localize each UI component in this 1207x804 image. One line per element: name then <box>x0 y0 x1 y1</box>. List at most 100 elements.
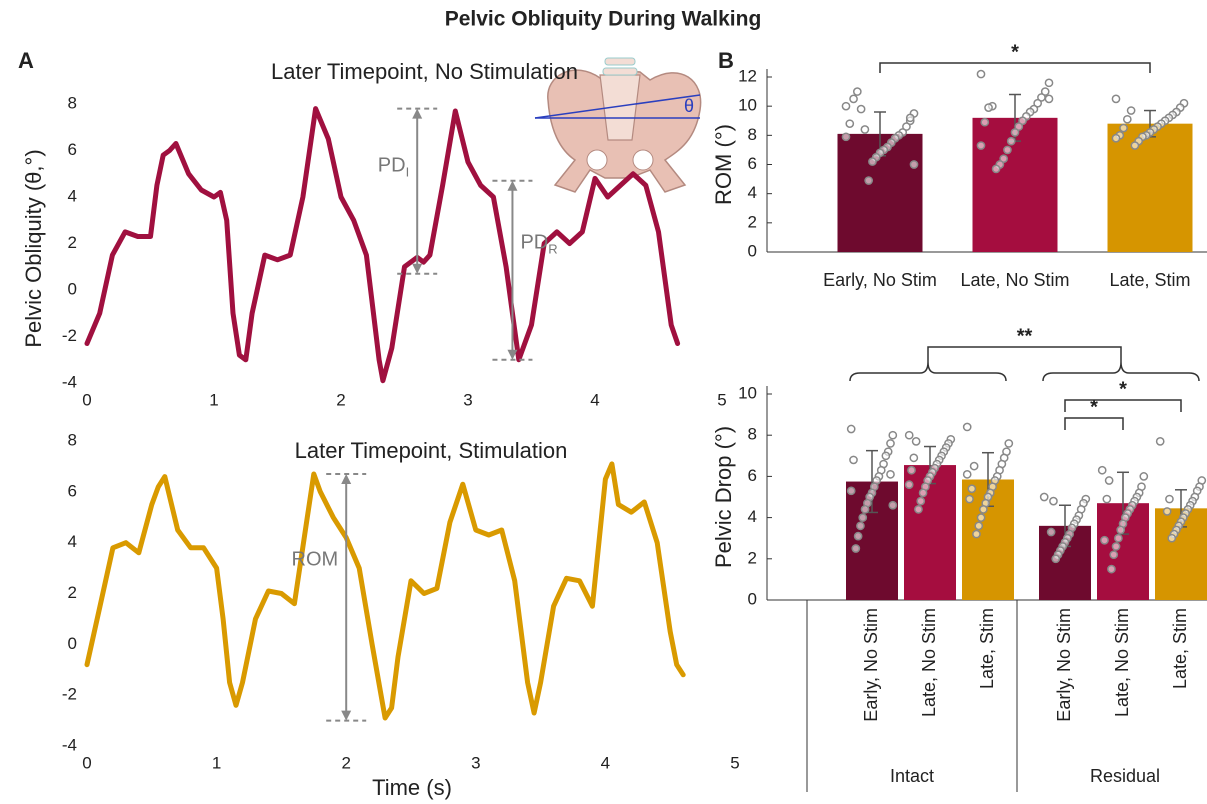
data-point <box>1044 94 1054 104</box>
data-point <box>1107 564 1116 574</box>
vertebra <box>604 57 636 66</box>
y-tick-label: 8 <box>68 93 77 112</box>
data-point <box>841 101 851 111</box>
y-tick-label: 4 <box>68 532 77 551</box>
x-tick-label: 0 <box>82 390 91 409</box>
significance-label: * <box>1090 396 1098 418</box>
y-tick-label: 2 <box>748 548 757 567</box>
data-point <box>965 494 974 504</box>
data-point <box>1139 472 1149 481</box>
data-point <box>962 469 972 479</box>
data-point <box>984 103 993 112</box>
arrow-head <box>507 180 518 191</box>
data-point <box>976 141 986 150</box>
y-tick-label: 4 <box>748 507 757 526</box>
arrow-head <box>341 474 352 485</box>
figure-title: Pelvic Obliquity During Walking <box>445 8 762 31</box>
y-tick-label: 10 <box>738 383 757 402</box>
y-tick-label: 2 <box>68 233 77 252</box>
data-point <box>967 484 977 494</box>
y-tick-label: 10 <box>738 96 757 115</box>
data-point <box>909 453 919 463</box>
arrow-head <box>412 263 423 274</box>
data-point <box>1097 465 1107 475</box>
y-tick-label: 0 <box>748 589 757 608</box>
arrow-head <box>507 349 518 360</box>
group-label: Residual <box>1090 766 1160 786</box>
data-point <box>856 104 866 114</box>
data-point <box>888 430 898 440</box>
data-point <box>1165 494 1174 504</box>
data-point <box>1004 439 1014 448</box>
tilt-line <box>534 94 701 119</box>
data-point <box>1039 492 1049 502</box>
significance-bracket <box>879 62 1151 73</box>
data-point <box>972 529 981 539</box>
annotation-subscript: I <box>406 165 410 180</box>
y-tick-label: 8 <box>748 425 757 444</box>
chart-title: Later Timepoint, Stimulation <box>295 438 568 463</box>
data-point <box>1033 98 1043 108</box>
y-tick-label: 6 <box>748 466 757 485</box>
data-point <box>1010 128 1020 137</box>
y-tick-label: 4 <box>68 186 77 205</box>
data-point <box>860 505 870 514</box>
annotation-subscript: R <box>548 242 557 257</box>
y-axis-label: ROM (°) <box>711 124 736 205</box>
data-point <box>969 461 979 471</box>
significance-label: * <box>1119 378 1127 400</box>
x-tick-label: 3 <box>471 753 480 772</box>
data-point <box>980 117 990 127</box>
panel-label: A <box>18 48 34 73</box>
data-point <box>914 505 923 514</box>
data-point <box>909 160 919 169</box>
data-point <box>1018 116 1027 126</box>
y-tick-label: -4 <box>62 735 77 754</box>
data-point <box>1114 533 1123 543</box>
x-axis-label: Time (s) <box>372 775 452 800</box>
vertebra <box>602 67 638 76</box>
annotation-label: PDR <box>520 232 557 257</box>
arrow-head <box>341 710 352 721</box>
angle-label: θ <box>684 96 694 116</box>
chart-title: Later Timepoint, No Stimulation <box>271 59 578 84</box>
x-tick-label: 4 <box>590 390 599 409</box>
data-point <box>1111 94 1121 104</box>
x-tick-label: Late, No Stim <box>1112 608 1132 717</box>
y-tick-label: 0 <box>748 241 757 260</box>
x-tick-label: 1 <box>212 753 221 772</box>
y-axis-label: Pelvic Obliquity (θ,°) <box>21 149 46 347</box>
data-point <box>1046 527 1056 537</box>
group-label: Intact <box>890 766 934 786</box>
pelvis-icon: θ <box>534 57 702 193</box>
data-point <box>979 505 988 514</box>
data-point <box>916 496 926 506</box>
x-tick-label: Late, No Stim <box>919 608 939 717</box>
data-point <box>851 544 861 553</box>
data-point <box>1040 87 1050 96</box>
data-point <box>976 69 986 79</box>
data-point <box>860 125 870 134</box>
x-tick-label: 4 <box>601 753 610 772</box>
data-point <box>999 154 1009 164</box>
y-tick-label: 4 <box>748 183 757 202</box>
annotation-label: PDI <box>378 155 409 180</box>
significance-bracket <box>927 346 1122 362</box>
data-line <box>84 461 686 721</box>
y-tick-label: 6 <box>748 154 757 173</box>
category-text: Late, No Stim <box>960 270 1070 290</box>
x-tick-label: Late, Stim <box>977 608 997 689</box>
y-tick-label: -2 <box>62 326 77 345</box>
bar <box>1107 123 1193 253</box>
data-point <box>911 437 921 446</box>
data-point <box>1116 525 1126 535</box>
bar <box>904 465 956 600</box>
x-tick-label: Late, No Stim <box>960 270 1070 290</box>
data-point <box>864 176 874 185</box>
y-tick-label: 0 <box>68 634 77 653</box>
data-point <box>858 513 868 522</box>
x-tick-label: 2 <box>336 390 345 409</box>
annotation-text: PD <box>378 155 406 177</box>
x-tick-label: 5 <box>717 390 726 409</box>
